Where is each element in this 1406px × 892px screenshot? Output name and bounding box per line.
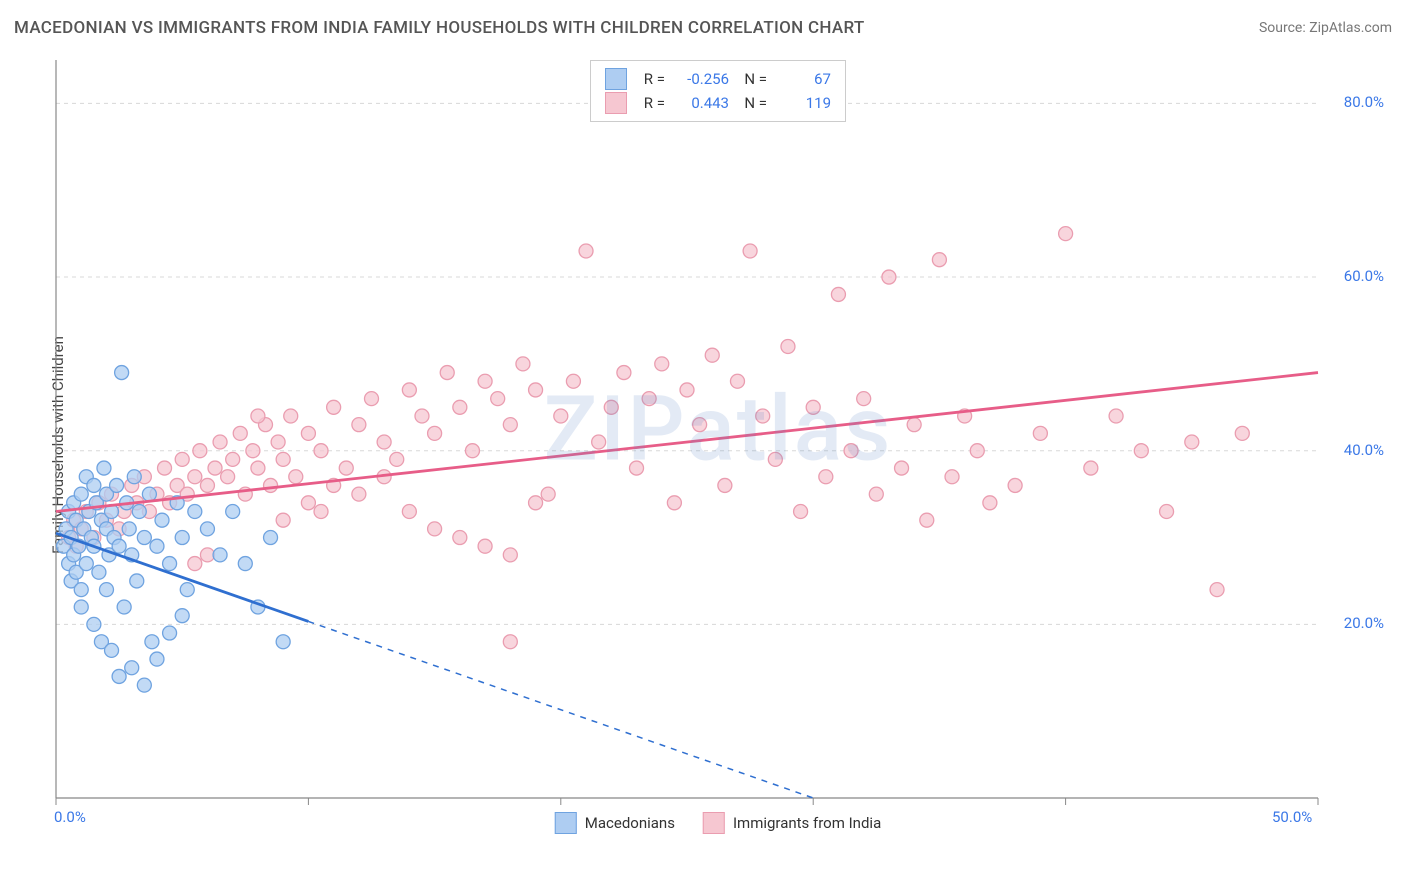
swatch-icon	[605, 68, 627, 90]
legend-item: Macedonians	[555, 812, 675, 834]
y-tick-label: 80.0%	[1344, 93, 1384, 111]
stat-label: N =	[737, 67, 767, 91]
plot-area: Family Households with Children R = -0.2…	[48, 56, 1388, 834]
stat-label: N =	[737, 91, 767, 115]
stats-row: R = 0.443 N = 119	[605, 91, 831, 115]
swatch-icon	[605, 92, 627, 114]
chart-title: MACEDONIAN VS IMMIGRANTS FROM INDIA FAMI…	[14, 18, 865, 38]
statistics-legend: R = -0.256 N = 67 R = 0.443 N = 119	[590, 60, 846, 122]
swatch-icon	[703, 812, 725, 834]
swatch-icon	[555, 812, 577, 834]
series-legend: Macedonians Immigrants from India	[547, 810, 889, 836]
y-tick-label: 20.0%	[1344, 614, 1384, 632]
x-tick-label: 50.0%	[1272, 808, 1312, 826]
stat-n-value: 119	[775, 91, 831, 115]
stat-n-value: 67	[775, 67, 831, 91]
legend-label: Immigrants from India	[733, 814, 881, 832]
stat-r-value: 0.443	[673, 91, 729, 115]
source-label: Source: ZipAtlas.com	[1259, 20, 1392, 36]
y-tick-label: 60.0%	[1344, 267, 1384, 285]
stat-label: R =	[635, 91, 665, 115]
stat-r-value: -0.256	[673, 67, 729, 91]
stat-label: R =	[635, 67, 665, 91]
scatter-chart	[48, 56, 1388, 834]
legend-item: Immigrants from India	[703, 812, 881, 834]
x-tick-label: 0.0%	[54, 808, 86, 826]
stats-row: R = -0.256 N = 67	[605, 67, 831, 91]
y-tick-label: 40.0%	[1344, 441, 1384, 459]
legend-label: Macedonians	[585, 814, 675, 832]
